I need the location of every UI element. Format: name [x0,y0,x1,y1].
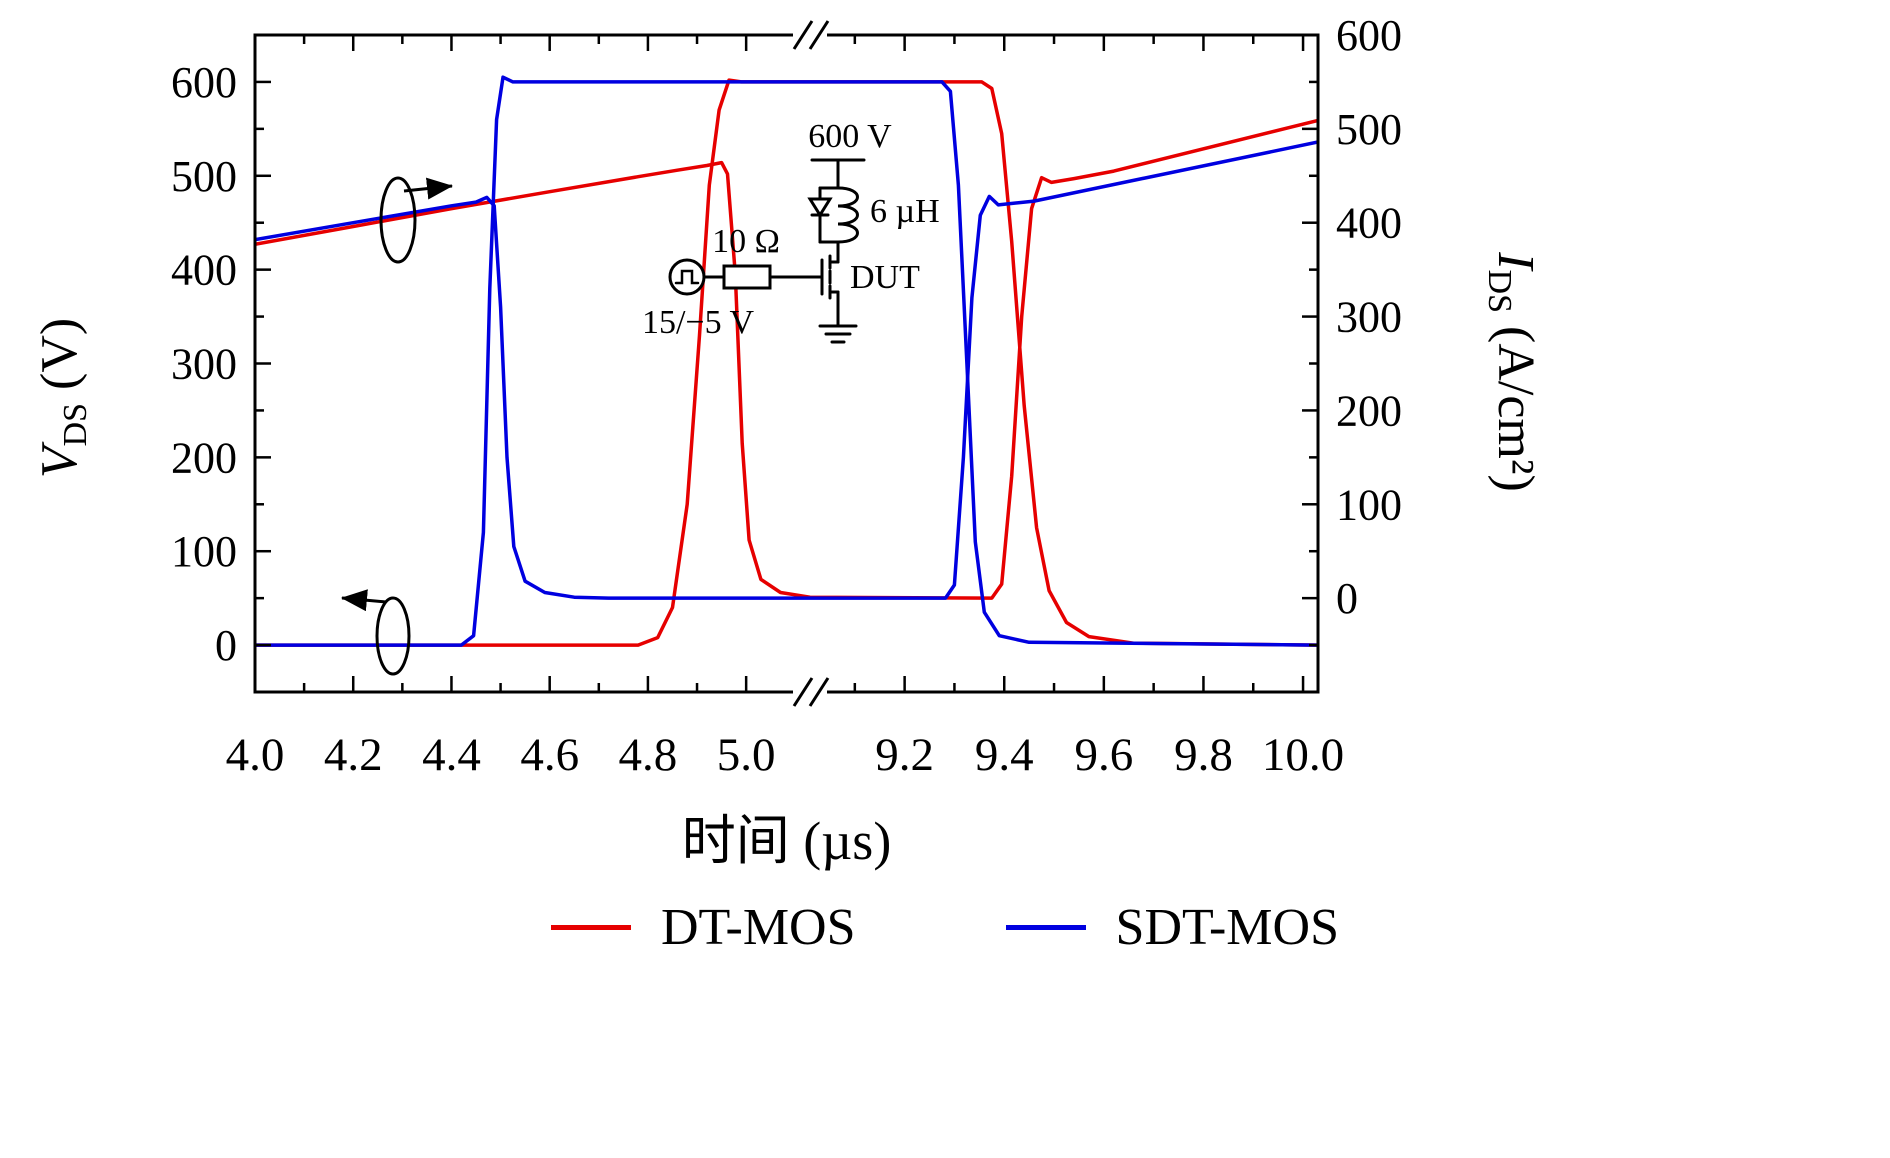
inductor-coil-icon [836,186,859,244]
x-tick-label: 4.0 [226,729,285,781]
y-axis-label-right: IDS (A/cm²) [1481,252,1545,492]
legend-swatch-sdtmos [1005,925,1086,930]
y-right-tick-label: 600 [1336,11,1402,60]
axes-layer: 4.0 4.2 4.4 4.6 4.8 5.0 9.2 9.4 9.6 9.8 10.0 0 100 20… [171,11,1402,781]
ground-icon [818,324,858,344]
current-traces-ellipse [379,176,417,264]
axis-break-mark [808,20,830,50]
vds-symbol: V [31,446,88,479]
vds-unit: (V) [31,317,88,403]
x-tick-label: 9.6 [1074,729,1133,781]
x-tick-label: 5.0 [717,729,776,781]
curves-layer [255,75,1318,647]
legend-swatch-dtmos [550,925,631,930]
right-axis-arrow [403,177,453,200]
x-axis-label: 时间 (µs) [681,811,892,871]
pulse-source-icon [668,258,706,296]
x-tick-label: 4.2 [324,729,383,781]
legend: DT-MOS SDT-MOS [0,898,1890,957]
inductor-label: 6 µH [870,193,940,230]
y-right-tick-label: 400 [1336,199,1402,248]
ids-symbol: I [1487,252,1544,270]
y-axis-label-left: VDS (V) [30,317,94,479]
vds-subscript: DS [57,402,94,447]
legend-label-dtmos: DT-MOS [660,899,856,956]
axis-break-mark [808,677,830,707]
legend-item-sdtmos: SDT-MOS [1005,898,1340,957]
y-left-tick-label: 600 [171,58,237,107]
x-tick-label: 9.2 [875,729,934,781]
x-tick-label: 4.6 [520,729,579,781]
y-right-tick-label: 500 [1336,105,1402,154]
axis-break-mark [792,677,814,707]
y-left-tick-label: 400 [171,246,237,295]
supply-rail [810,158,866,190]
legend-item-dtmos: DT-MOS [550,898,856,957]
y-left-tick-label: 0 [215,621,237,670]
gate-resistor-icon [702,264,772,290]
y-right-tick-label: 200 [1336,386,1402,435]
x-tick-label: 4.8 [619,729,678,781]
curve-sdt-mos-ids [255,140,1318,600]
left-axis-arrow [341,589,387,612]
axis-break-mark [792,20,814,50]
x-tick-label: 4.4 [422,729,481,781]
y-right-tick-label: 100 [1336,480,1402,529]
y-left-tick-label: 100 [171,527,237,576]
x-tick-label: 10.0 [1262,729,1344,781]
curve-sdt-mos-vds [255,75,1318,647]
y-left-tick-label: 500 [171,152,237,201]
ids-subscript: DS [1481,269,1518,314]
supply-voltage-label: 600 V [808,118,892,155]
x-tick-label: 9.8 [1174,729,1233,781]
y-left-tick-label: 200 [171,433,237,482]
gate-drive-label: 15/−5 V [642,304,755,341]
x-tick-label: 9.4 [975,729,1034,781]
legend-label-sdtmos: SDT-MOS [1115,899,1340,956]
y-right-tick-label: 300 [1336,293,1402,342]
mosfet-dut-icon [768,240,840,328]
circuit-inset: 600 V 6 µH DUT 10 Ω 15/−5 V [642,118,940,344]
y-right-tick-label: 0 [1336,574,1358,623]
dut-label: DUT [850,259,920,296]
ids-unit: (A/cm²) [1487,313,1544,492]
voltage-traces-ellipse [375,596,411,676]
curve-dt-mos-vds [255,78,1318,647]
y-left-tick-label: 300 [171,340,237,389]
axis-pointer-annotations [341,176,453,676]
freewheel-diode-icon [807,186,840,244]
gate-resistor-label: 10 Ω [712,223,780,260]
curve-dt-mos-ids [255,118,1318,600]
